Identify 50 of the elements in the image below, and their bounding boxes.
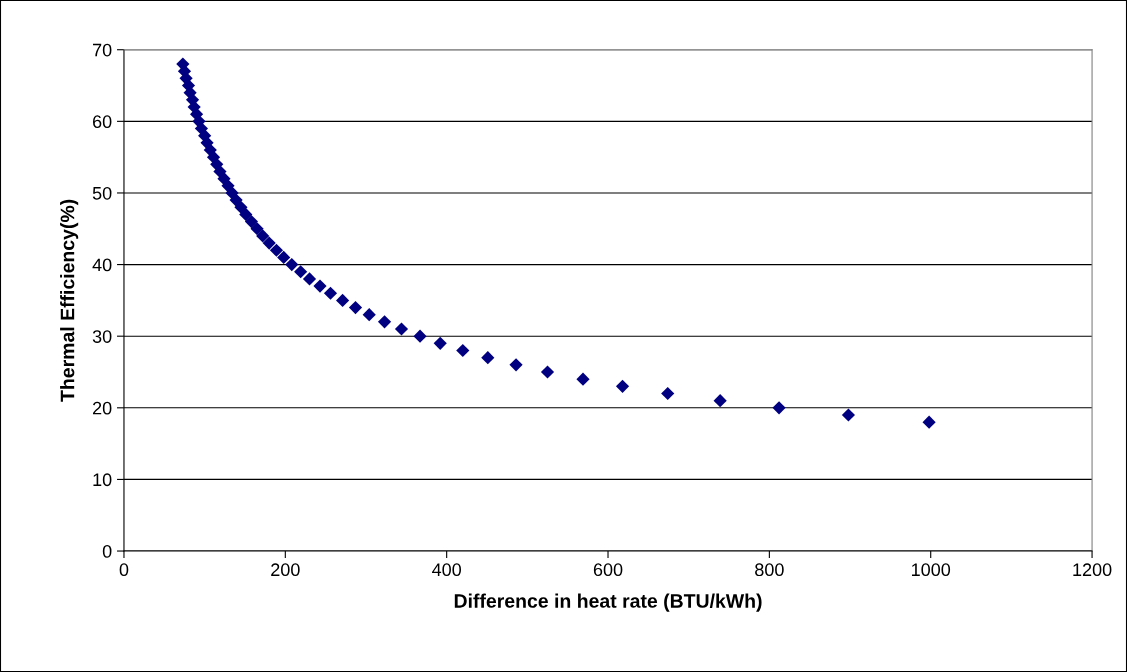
point	[540, 365, 555, 379]
x-tick-label: 200	[271, 563, 300, 577]
point	[433, 336, 447, 350]
x-tick-label: 0	[119, 563, 129, 577]
point	[244, 215, 259, 229]
point	[302, 272, 317, 286]
point	[348, 300, 363, 315]
y-tick-label: 60	[93, 115, 112, 129]
point	[394, 322, 409, 336]
point	[481, 351, 495, 365]
y-tick-label: 20	[92, 401, 112, 415]
x-tick-label: 800	[755, 563, 784, 577]
point	[313, 279, 327, 293]
point	[922, 415, 936, 429]
point	[176, 57, 190, 71]
point	[250, 222, 264, 236]
point	[615, 379, 630, 393]
point	[269, 243, 284, 257]
point	[294, 265, 308, 279]
y-tick-label: 30	[92, 330, 112, 343]
point	[576, 372, 590, 386]
point	[362, 308, 376, 322]
point	[239, 207, 253, 222]
point	[772, 401, 786, 415]
point	[509, 358, 523, 372]
point	[456, 343, 470, 358]
y-tick-label: 70	[93, 43, 112, 57]
x-tick-label: 400	[432, 563, 462, 577]
point	[323, 286, 338, 300]
point	[256, 229, 270, 243]
y-tick-label: 0	[102, 544, 112, 558]
y-tick-label: 10	[93, 473, 112, 487]
point	[377, 315, 392, 329]
x-tick-label: 600	[593, 563, 623, 577]
point	[277, 250, 291, 264]
point	[234, 200, 248, 214]
point	[841, 408, 856, 422]
point	[213, 164, 227, 179]
x-axis-title: Difference in heat rate (BTU/kWh)	[454, 593, 762, 612]
x-tick-label: 1200	[1073, 563, 1112, 577]
x-tick-label: 1000	[912, 563, 951, 577]
y-axis-title: Thermal Efficiency(%)	[60, 199, 79, 402]
point	[713, 394, 727, 408]
y-tick-label: 50	[92, 186, 112, 200]
point	[336, 293, 350, 307]
point	[262, 236, 276, 250]
point	[413, 329, 427, 343]
y-tick-label: 40	[92, 258, 112, 272]
point	[285, 257, 299, 272]
point	[661, 386, 675, 401]
